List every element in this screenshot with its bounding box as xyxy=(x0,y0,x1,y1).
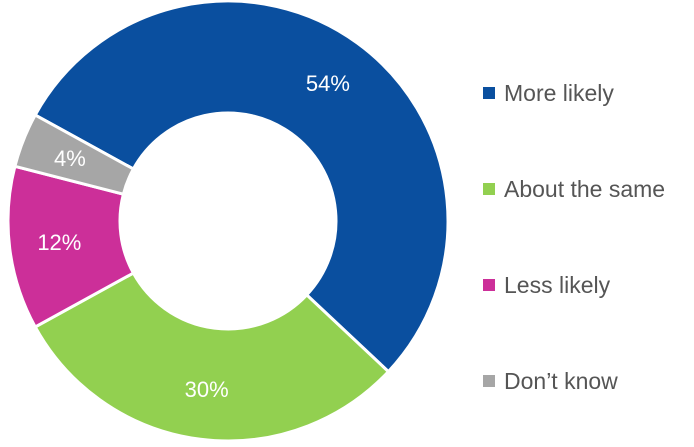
legend-label-don-t-know: Don’t know xyxy=(504,368,618,394)
legend-label-less-likely: Less likely xyxy=(504,272,611,298)
legend-swatch-don-t-know xyxy=(483,375,495,387)
legend-label-about-the-same: About the same xyxy=(504,176,665,202)
legend-swatch-more-likely xyxy=(483,87,495,99)
legend-swatch-less-likely xyxy=(483,279,495,291)
chart-legend: More likely About the same Less likely Don’… xyxy=(483,80,665,394)
legend-swatch-about-the-same xyxy=(483,183,495,195)
slice-label-less-likely: 12% xyxy=(37,230,81,255)
slice-label-don-t-know: 4% xyxy=(54,146,86,171)
slice-label-about-the-same: 30% xyxy=(185,377,229,402)
donut-slices xyxy=(8,1,448,441)
legend-label-more-likely: More likely xyxy=(504,80,614,106)
slice-label-more-likely: 54% xyxy=(306,71,350,96)
